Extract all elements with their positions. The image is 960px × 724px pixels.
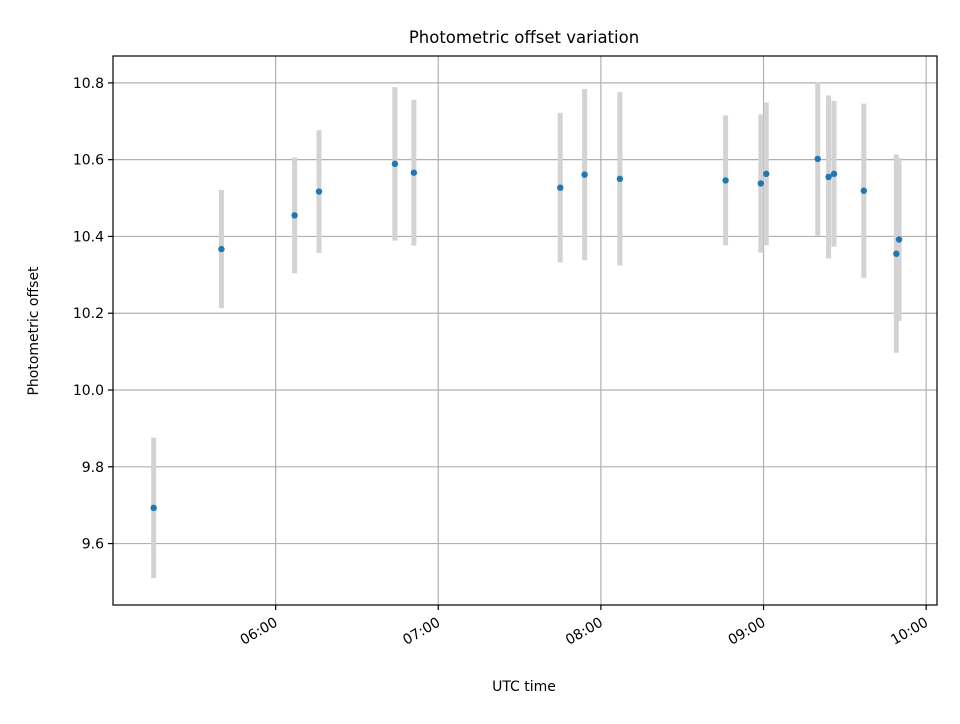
data-point <box>825 173 832 181</box>
data-point <box>150 504 157 512</box>
data-point <box>291 212 298 219</box>
data-point <box>893 250 900 257</box>
data-point <box>616 175 624 183</box>
markers <box>150 155 903 512</box>
y-tick-label: 10.8 <box>73 76 104 92</box>
data-point <box>218 245 225 253</box>
y-tick-label: 10.2 <box>73 306 104 322</box>
data-point <box>391 160 399 168</box>
y-axis-ticks: 9.6 9.8 10.0 10.2 10.4 10.6 10.8 <box>73 76 113 553</box>
y-axis-label: Photometric offset <box>26 266 42 396</box>
y-tick-label: 10.0 <box>73 383 104 399</box>
data-point <box>557 184 564 191</box>
data-point <box>860 187 868 194</box>
y-tick-label: 9.8 <box>82 460 104 476</box>
data-point <box>757 180 765 187</box>
x-axis-label: UTC time <box>492 679 556 695</box>
data-point <box>410 169 418 176</box>
data-point <box>763 170 770 178</box>
axes-frame <box>112 55 938 606</box>
grid <box>113 56 937 605</box>
y-tick-label: 9.6 <box>82 537 104 553</box>
data-point <box>895 236 903 243</box>
data-point <box>814 155 821 163</box>
data-point <box>581 171 588 178</box>
y-tick-label: 10.4 <box>73 229 104 245</box>
chart-title: Photometric offset variation <box>409 28 639 47</box>
y-tick-label: 10.6 <box>73 153 104 169</box>
data-point <box>830 170 838 178</box>
data-point <box>722 177 729 184</box>
data-point <box>315 188 323 195</box>
